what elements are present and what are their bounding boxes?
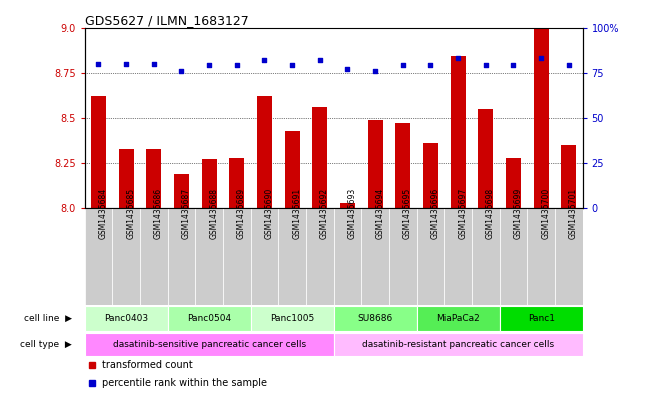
Text: Panc0403: Panc0403 [104, 314, 148, 323]
Bar [368, 120, 383, 208]
Bar [118, 149, 133, 208]
Text: GSM1435690: GSM1435690 [264, 187, 273, 239]
Bar [140, 208, 168, 305]
Bar [423, 143, 438, 208]
Bar [174, 174, 189, 208]
Bar [450, 57, 465, 208]
Text: GSM1435684: GSM1435684 [98, 187, 107, 239]
Point [536, 55, 546, 61]
Point [370, 68, 380, 74]
Bar [251, 306, 333, 331]
Bar [195, 208, 223, 305]
Bar [417, 208, 444, 305]
Bar [306, 208, 333, 305]
Point [287, 62, 298, 69]
Bar [389, 208, 417, 305]
Point [508, 62, 519, 69]
Text: percentile rank within the sample: percentile rank within the sample [102, 378, 267, 387]
Text: GSM1435695: GSM1435695 [403, 187, 412, 239]
Bar [527, 208, 555, 305]
Text: Panc0504: Panc0504 [187, 314, 231, 323]
Text: GSM1435688: GSM1435688 [209, 187, 218, 239]
Text: GSM1435696: GSM1435696 [430, 187, 439, 239]
Point [176, 68, 187, 74]
Bar [85, 333, 333, 356]
Bar [340, 203, 355, 208]
Point [148, 61, 159, 67]
Text: transformed count: transformed count [102, 360, 193, 370]
Bar [312, 107, 327, 208]
Text: GSM1435691: GSM1435691 [292, 187, 301, 239]
Text: cell type  ▶: cell type ▶ [20, 340, 72, 349]
Text: cell line  ▶: cell line ▶ [24, 314, 72, 323]
Bar [472, 208, 500, 305]
Text: GSM1435689: GSM1435689 [237, 187, 246, 239]
Point [232, 62, 242, 69]
Bar [417, 306, 500, 331]
Text: GSM1435694: GSM1435694 [375, 187, 384, 239]
Bar [534, 28, 549, 208]
Text: GSM1435699: GSM1435699 [514, 187, 523, 239]
Text: GSM1435686: GSM1435686 [154, 187, 163, 239]
Point [425, 62, 436, 69]
Text: GSM1435687: GSM1435687 [182, 187, 191, 239]
Text: GSM1435698: GSM1435698 [486, 187, 495, 239]
Bar [85, 208, 113, 305]
Point [398, 62, 408, 69]
Bar [251, 208, 279, 305]
Point [564, 62, 574, 69]
Text: GSM1435693: GSM1435693 [348, 187, 357, 239]
Bar [146, 149, 161, 208]
Bar [500, 306, 583, 331]
Bar [112, 208, 140, 305]
Text: GDS5627 / ILMN_1683127: GDS5627 / ILMN_1683127 [85, 15, 249, 28]
Bar [444, 208, 472, 305]
Bar [506, 158, 521, 208]
Point [259, 57, 270, 63]
Bar [202, 160, 217, 208]
Bar [333, 208, 361, 305]
Bar [555, 208, 583, 305]
Bar [561, 145, 576, 208]
Point [342, 66, 353, 72]
Bar [91, 96, 106, 208]
Text: GSM1435701: GSM1435701 [569, 187, 578, 239]
Bar [500, 208, 527, 305]
Bar [257, 96, 272, 208]
Bar [333, 333, 583, 356]
Point [314, 57, 325, 63]
Bar [395, 123, 410, 208]
Text: dasatinib-resistant pancreatic cancer cells: dasatinib-resistant pancreatic cancer ce… [362, 340, 554, 349]
Bar [168, 208, 195, 305]
Text: SU8686: SU8686 [357, 314, 393, 323]
Text: Panc1005: Panc1005 [270, 314, 314, 323]
Bar [361, 208, 389, 305]
Bar [279, 208, 306, 305]
Text: GSM1435692: GSM1435692 [320, 187, 329, 239]
Text: GSM1435697: GSM1435697 [458, 187, 467, 239]
Point [480, 62, 491, 69]
Bar [223, 208, 251, 305]
Bar [478, 109, 493, 208]
Point [453, 55, 464, 61]
Point [93, 61, 104, 67]
Bar [168, 306, 251, 331]
Text: dasatinib-sensitive pancreatic cancer cells: dasatinib-sensitive pancreatic cancer ce… [113, 340, 306, 349]
Bar [85, 306, 168, 331]
Point [121, 61, 132, 67]
Bar [229, 158, 244, 208]
Text: GSM1435700: GSM1435700 [541, 187, 550, 239]
Bar [333, 306, 417, 331]
Text: GSM1435685: GSM1435685 [126, 187, 135, 239]
Bar [284, 130, 299, 208]
Point [204, 62, 214, 69]
Text: Panc1: Panc1 [528, 314, 555, 323]
Text: MiaPaCa2: MiaPaCa2 [436, 314, 480, 323]
